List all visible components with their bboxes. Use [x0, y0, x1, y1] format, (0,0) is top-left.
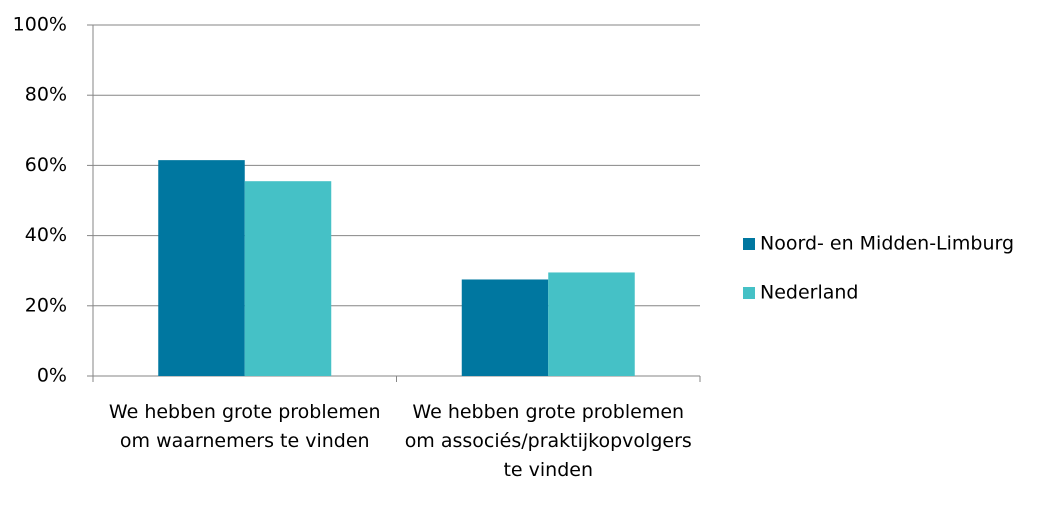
- y-tick-label: 20%: [25, 294, 67, 316]
- y-tick-label: 100%: [13, 14, 67, 36]
- bar: [158, 160, 245, 376]
- y-tick-label: 80%: [25, 84, 67, 106]
- legend-label: Nederland: [760, 282, 859, 304]
- y-tick-label: 60%: [25, 154, 67, 176]
- bar: [461, 279, 549, 376]
- bar: [244, 181, 332, 376]
- legend-swatch: [743, 238, 755, 250]
- y-tick-label: 0%: [37, 365, 67, 387]
- y-tick-label: 40%: [25, 224, 67, 246]
- legend-swatch: [743, 287, 755, 299]
- x-tick-label: We hebben grote problemen om waarnemers …: [108, 401, 381, 452]
- bar: [548, 272, 635, 376]
- legend-label: Noord- en Midden-Limburg: [760, 233, 1014, 255]
- x-tick-label: We hebben grote problemen om associés/pr…: [404, 401, 692, 481]
